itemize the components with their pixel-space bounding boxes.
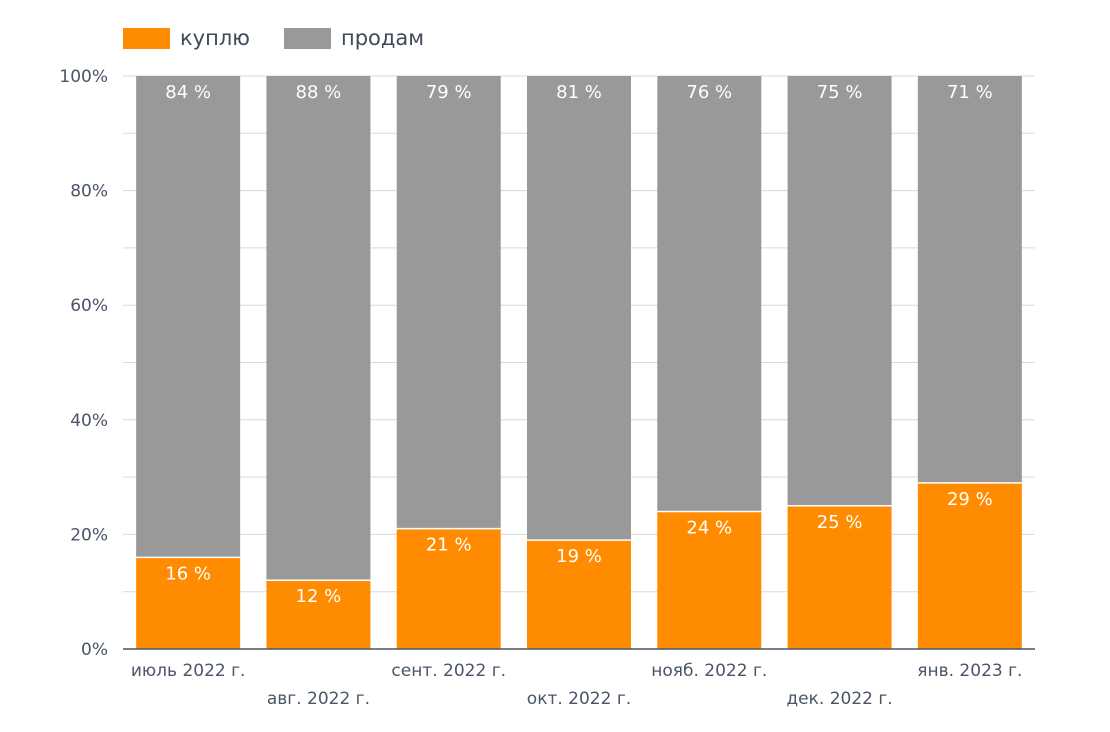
legend-swatch-buy [123,27,170,49]
legend-label-sell: продам [341,26,425,50]
data-label-sell: 79 % [426,82,472,103]
bars-layer [136,76,1022,649]
legend-swatch-sell [284,27,331,49]
data-label-buy: 16 % [165,563,211,584]
bar-buy [136,557,241,649]
bar-sell [917,76,1022,483]
data-label-buy: 24 % [686,517,732,538]
data-label-buy: 12 % [296,586,342,607]
legend-label-buy: куплю [180,26,250,50]
legend-item-buy: куплю [123,26,250,50]
y-tick-label: 80% [70,182,108,202]
bar-buy [657,511,762,649]
x-tick-label: дек. 2022 г. [786,689,892,709]
data-label-sell: 84 % [165,82,211,103]
data-label-buy: 21 % [426,535,472,556]
y-tick-label: 100% [59,67,108,87]
data-label-buy: 25 % [817,512,863,533]
data-label-sell: 71 % [947,82,993,103]
bar-buy [787,505,892,649]
x-tick-label: окт. 2022 г. [527,689,631,709]
axis-layer: 0% 20% 40% 60% 80% 100% июль 2022 г. авг. 2022 … [59,67,1035,709]
bar-buy [527,540,631,649]
x-tick-label: янв. 2023 г. [917,661,1022,681]
y-tick-label: 20% [70,525,108,545]
bar-sell [787,76,892,506]
data-label-sell: 76 % [686,82,732,103]
data-label-sell: 75 % [817,82,863,103]
x-tick-label: сент. 2022 г. [391,661,506,681]
bar-sell [527,76,631,541]
bar-sell [136,76,241,558]
data-label-sell: 81 % [556,82,602,103]
y-tick-label: 60% [70,296,108,316]
x-tick-label: нояб. 2022 г. [651,661,767,681]
y-tick-label: 40% [70,411,108,431]
legend-item-sell: продам [284,26,424,50]
data-label-buy: 19 % [556,546,602,567]
bar-sell [266,76,371,581]
bar-sell [396,76,501,529]
data-label-buy: 29 % [947,489,993,510]
labels-layer: 84 % 16 % 88 % 12 % 79 % 21 % 81 % 19 % 76 % 24 %… [165,82,992,607]
bar-sell [657,76,762,512]
x-tick-label: авг. 2022 г. [267,689,370,709]
x-tick-label: июль 2022 г. [131,661,246,681]
data-label-sell: 88 % [296,82,342,103]
bar-buy [396,528,501,649]
bar-buy [266,580,371,649]
y-tick-label: 0% [81,640,108,660]
bar-buy [917,482,1022,649]
